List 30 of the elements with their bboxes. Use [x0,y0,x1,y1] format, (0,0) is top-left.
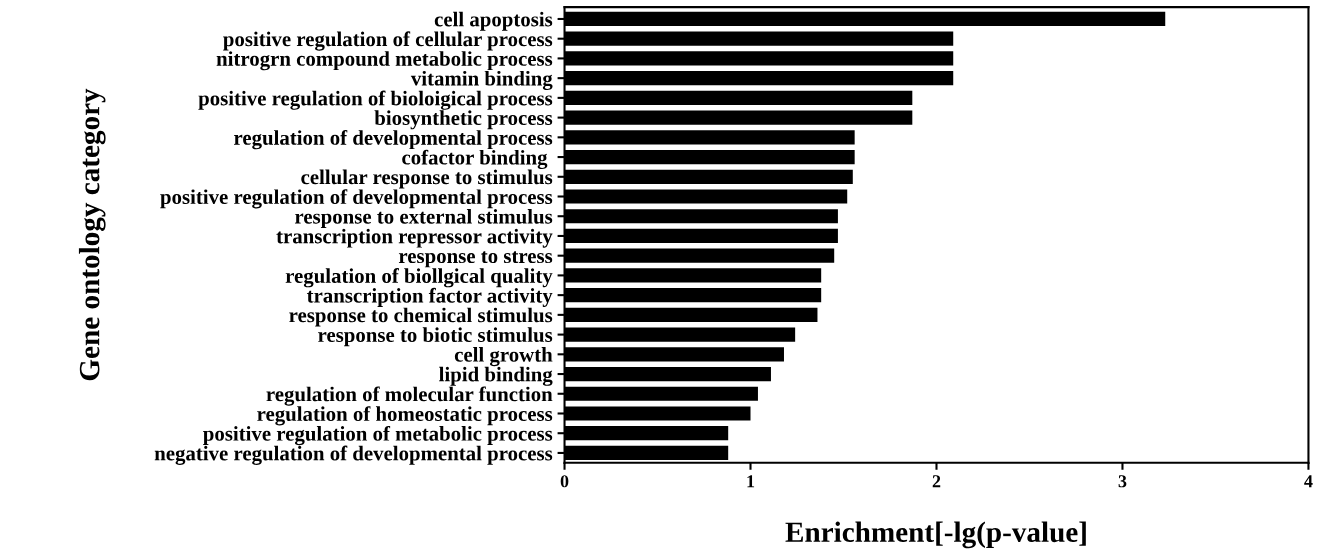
x-tick-label: 2 [932,475,941,488]
y-tick-label: regulation of biollgical quality [285,268,553,288]
y-tick-label: vitamin binding [410,70,553,90]
y-tick-label: regulation of developmental process [234,129,553,150]
y-tick-label: regulation of molecular function [266,386,553,406]
y-tick-label: response to stress [398,251,553,268]
y-tick-label: cell growth [454,347,553,367]
y-tick-label: cofactor binding [402,149,548,169]
y-tick-label: response to external stimulus [294,209,553,228]
y-tick-label: transcription repressor activity [276,228,553,248]
y-tick-label: transcription factor activity [306,287,553,307]
y-tick-label: cell apoptosis [434,11,553,31]
y-tick-label: response to biotic stimulus [318,327,553,347]
y-tick-label: negative regulation of developmental process [154,445,553,465]
y-axis-title: Gene ontology category [78,88,106,381]
y-tick-label: biosynthetic process [374,110,553,130]
y-tick-label: positive regulation of cellular process [223,31,553,51]
x-tick-label: 1 [747,475,755,488]
x-tick-label: 4 [1304,475,1313,488]
y-tick-label: cellular response to stimulus [301,169,553,189]
x-tick-label: 0 [560,475,569,488]
y-tick-label: positive regulation of bioloigical process [198,90,553,110]
x-axis-title: Enrichment[-lg(p-value] [785,521,1086,549]
y-tick-label: response to chemical stimulus [289,307,553,327]
y-tick-label: positive regulation of developmental process [160,189,553,209]
y-tick-label: positive regulation of metabolic process [203,425,553,446]
y-tick-label: lipid binding [439,366,553,386]
x-tick-label: 3 [1118,475,1127,488]
y-tick-label: regulation of homeostatic process [257,406,553,426]
y-tick-label: nitrogrn compound metabolic process [216,51,553,71]
